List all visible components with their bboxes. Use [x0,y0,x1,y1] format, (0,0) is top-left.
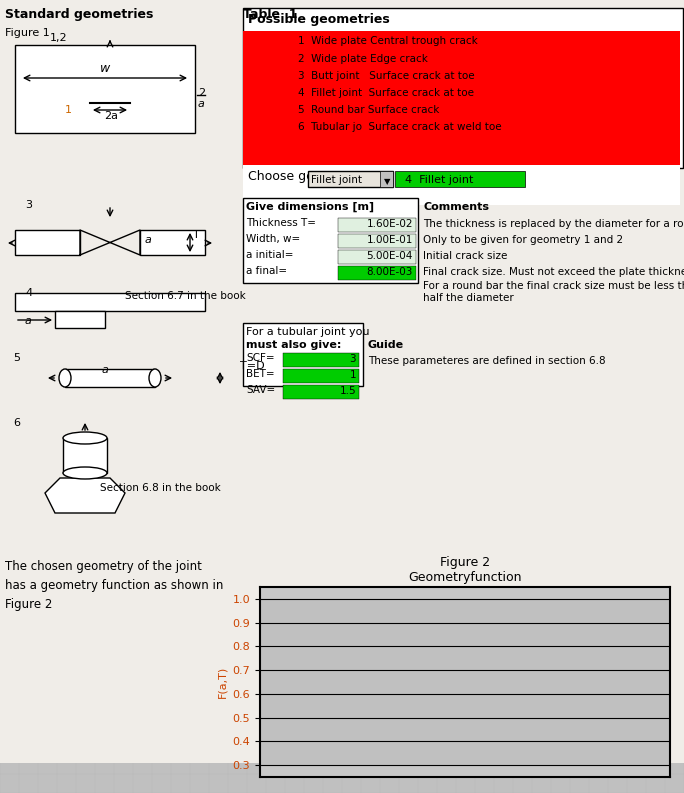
Text: Possible geometries: Possible geometries [248,13,390,26]
Text: For a tubular joint you: For a tubular joint you [246,327,369,337]
Text: Only to be given for geometry 1 and 2: Only to be given for geometry 1 and 2 [423,235,623,245]
Text: Final crack size. Must not exceed the plate thickness: Final crack size. Must not exceed the pl… [423,267,684,277]
Bar [243,165,680,205]
Text: 1  Wide plate Central trough crack: 1 Wide plate Central trough crack [298,36,477,46]
Text: 2  Wide plate Edge crack: 2 Wide plate Edge crack [298,54,428,64]
Ellipse shape [63,467,107,479]
Text: T: T [193,230,200,240]
Text: 4  Fillet joint: 4 Fillet joint [405,175,473,185]
Text: 4  Fillet joint  Surface crack at toe: 4 Fillet joint Surface crack at toe [298,88,474,98]
Text: Give dimensions [m]: Give dimensions [m] [246,202,374,213]
Bar [338,218,416,232]
Bar [395,171,525,187]
Bar [243,31,680,168]
Text: BET=: BET= [246,369,274,379]
Text: 5  Round bar Surface crack: 5 Round bar Surface crack [298,105,439,115]
Text: a: a [25,316,32,326]
Text: These parameteres are defined in section 6.8: These parameteres are defined in section… [368,356,605,366]
Text: 3: 3 [350,354,356,364]
Bar [308,171,393,187]
Text: For a round bar the final crack size must be less than
half the diameter: For a round bar the final crack size mus… [423,281,684,303]
Polygon shape [15,230,80,255]
Bar [243,323,363,386]
Ellipse shape [149,369,161,387]
Bar [15,45,195,133]
Bar [283,385,359,399]
Ellipse shape [63,432,107,444]
Text: 6  Tubular jo  Surface crack at weld toe: 6 Tubular jo Surface crack at weld toe [298,122,501,132]
Bar [338,234,416,248]
Bar [15,293,205,311]
Text: Choose geometry: Choose geometry [248,170,358,183]
Text: w: w [100,62,110,75]
Text: Thickness T=: Thickness T= [246,218,316,228]
Text: 3: 3 [25,200,32,210]
Text: Figure 1: Figure 1 [5,28,50,38]
Text: a: a [145,235,152,245]
Text: 2: 2 [198,88,205,98]
Text: 6: 6 [13,418,20,428]
Bar [283,353,359,367]
Text: Table  1: Table 1 [243,8,298,21]
Polygon shape [140,230,205,255]
Text: The chosen geometry of the joint
has a geometry function as shown in
Figure 2: The chosen geometry of the joint has a g… [5,560,224,611]
Text: a: a [102,365,109,375]
Y-axis label: F(a,T): F(a,T) [217,666,227,698]
Text: must also give:: must also give: [246,340,341,350]
Bar [243,8,683,168]
Text: 8.00E-03: 8.00E-03 [367,267,413,277]
Text: SCF=: SCF= [246,353,274,363]
Text: a initial=: a initial= [246,250,293,260]
Bar [338,266,416,280]
Text: Standard geometries: Standard geometries [5,8,153,21]
Text: Section 6.7 in the book: Section 6.7 in the book [125,291,246,301]
Text: a: a [198,99,205,109]
Bar [338,250,416,264]
Text: Guide: Guide [368,340,404,350]
Text: a final=: a final= [246,266,287,276]
Text: SAV=: SAV= [246,385,275,395]
Text: 5: 5 [13,353,20,363]
Polygon shape [45,478,125,513]
Text: 5.00E-04: 5.00E-04 [367,251,413,261]
Text: Fillet joint: Fillet joint [311,175,362,185]
Bar [63,438,107,473]
Bar [283,369,359,383]
Text: Width, w=: Width, w= [246,234,300,244]
Text: T=D: T=D [240,361,265,371]
Text: Comments: Comments [423,202,489,212]
Text: 1.60E-02: 1.60E-02 [367,219,413,229]
Polygon shape [55,311,105,328]
Ellipse shape [59,369,71,387]
Text: 1.5: 1.5 [339,386,356,396]
Text: 4: 4 [25,288,32,298]
Text: 1.00E-01: 1.00E-01 [367,235,413,245]
Text: 2a: 2a [104,111,118,121]
Text: 3  Butt joint   Surface crack at toe: 3 Butt joint Surface crack at toe [298,71,475,81]
Text: 1: 1 [65,105,72,115]
Text: 1,2: 1,2 [50,33,68,43]
Text: Section 6.8 in the book: Section 6.8 in the book [100,483,221,493]
Text: 1: 1 [350,370,356,380]
Bar [65,369,155,387]
Text: Initial crack size: Initial crack size [423,251,508,261]
Bar [380,171,393,187]
Title: Figure 2
Geometryfunction: Figure 2 Geometryfunction [408,556,522,584]
Text: ▼: ▼ [384,177,391,186]
Text: The thickness is replaced by the diameter for a round bar: The thickness is replaced by the diamete… [423,219,684,229]
Bar [243,198,418,283]
